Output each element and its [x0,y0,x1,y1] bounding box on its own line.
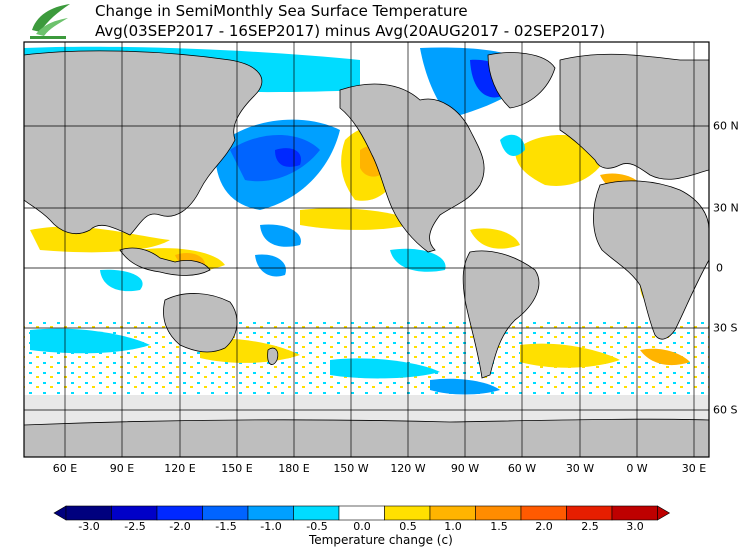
lon-label-90e: 90 E [109,462,135,475]
antarctica [24,418,709,457]
lon-label-150e: 150 E [221,462,253,475]
colorbar-tick-label: 0.0 [353,520,371,533]
lon-label-120w: 120 W [390,462,426,475]
colorbar-tick-label: -3.0 [78,520,100,533]
lat-label-60s: 60 S [713,403,738,417]
lat-label-equator: 0 [716,261,723,275]
asia [24,50,263,236]
colorbar-tick-label: 3.0 [626,520,644,533]
lat-label-60n: 60 N [713,119,739,133]
lon-label-150w: 150 W [333,462,369,475]
new-zealand [267,347,279,365]
lon-label-60e: 60 E [52,462,78,475]
colorbar-tick-label: 2.0 [535,520,553,533]
colorbar-tick-label: -0.5 [306,520,328,533]
graticule [24,42,709,457]
africa [593,180,709,340]
colorbar-tick-label: 2.5 [581,520,599,533]
colorbar-tick-label: -2.5 [124,520,146,533]
lat-label-30s: 30 S [713,321,738,335]
maritime-continent [119,247,211,276]
australia [163,293,238,353]
lon-label-120e: 120 E [164,462,196,475]
colorbar-tick-label: 0.5 [399,520,417,533]
colorbar-tick-label: 1.0 [444,520,462,533]
agency-logo [30,4,70,39]
lon-label-180e: 180 E [278,462,310,475]
colorbar-tick-label: -1.5 [215,520,237,533]
chart-title: Change in SemiMonthly Sea Surface Temper… [95,2,468,20]
chart-subtitle: Avg(03SEP2017 - 16SEP2017) minus Avg(20A… [95,22,606,40]
colorbar-tick-label: 1.5 [490,520,508,533]
colorbar-tick-label: -2.0 [169,520,191,533]
lon-label-30e: 30 E [681,462,707,475]
lon-label-60w: 60 W [507,462,537,475]
lat-label-30n: 30 N [713,201,739,215]
colorbar-title: Temperature change (c) [309,533,453,547]
greenland [487,52,556,109]
lon-label-90w: 90 W [450,462,480,475]
lon-label-0w: 0 W [626,462,648,475]
lon-label-30w: 30 W [565,462,595,475]
colorbar-tick-label: -1.0 [260,520,282,533]
eurasia [559,53,709,180]
map-frame [23,41,710,458]
